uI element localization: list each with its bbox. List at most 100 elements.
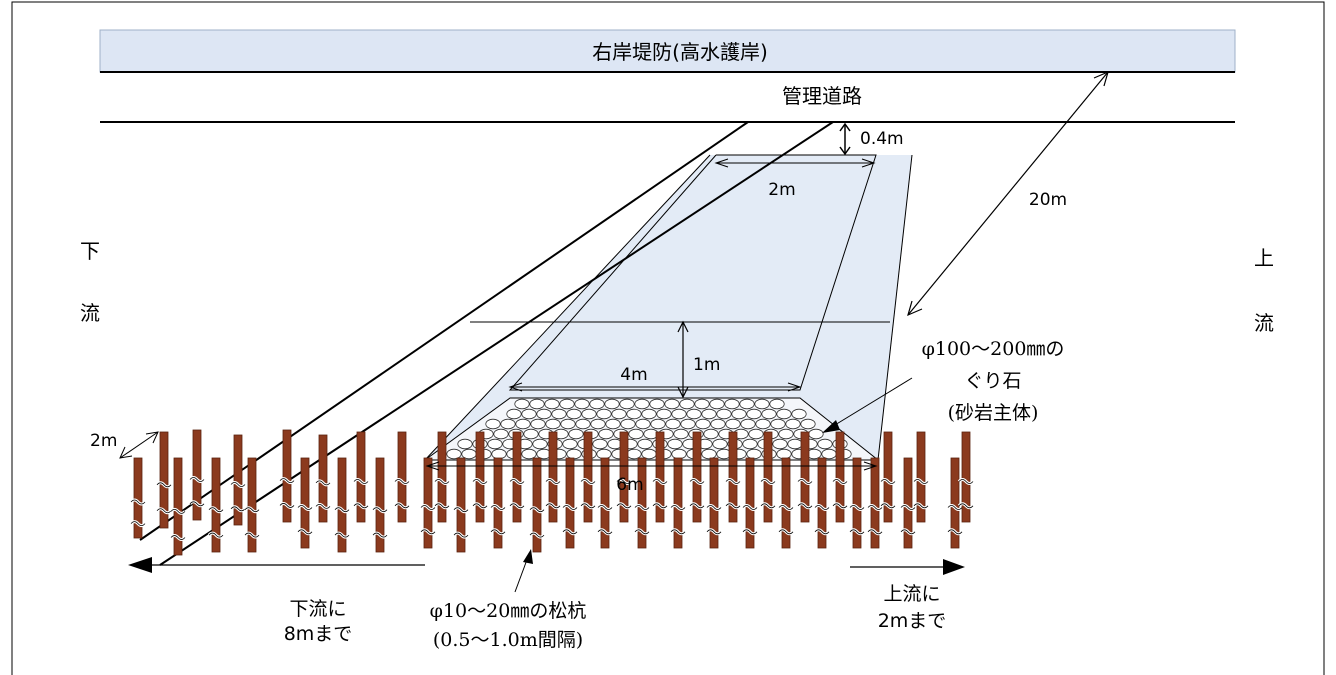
pile-break-outline: [814, 529, 830, 535]
downstream-extent-2: 8mまで: [284, 623, 353, 645]
pile-break-outline: [230, 506, 246, 512]
dim-top-clearance-label: 0.4m: [860, 129, 904, 149]
cobble-stone: [776, 408, 792, 420]
pine-pile: [356, 431, 366, 523]
pile-break-outline: [867, 505, 883, 510]
pile-break-outline: [616, 479, 632, 484]
pile-break-outline: [913, 479, 929, 484]
pile-break-outline: [832, 503, 848, 509]
dim-length-label: 20m: [1029, 190, 1067, 210]
pile-break-outline: [230, 482, 246, 487]
dim-top-clearance-head-bottom: [839, 146, 851, 156]
pile-break-outline: [597, 505, 613, 510]
road-label: 管理道路: [782, 84, 862, 108]
pile-break-outline: [562, 529, 578, 535]
pile-break-outline: [742, 505, 758, 510]
cobble-stone: [695, 418, 711, 430]
cobble-stone: [703, 428, 719, 440]
cobble-stone: [637, 438, 653, 450]
pile-break-outline: [434, 503, 450, 509]
cobble-stone: [521, 408, 537, 420]
cobble-stone: [523, 428, 539, 440]
cobble-stone: [821, 448, 837, 460]
pine-pile: [397, 431, 407, 523]
cobble-stone: [665, 418, 681, 430]
dim-height-head-bottom: [677, 386, 689, 399]
pile-break-outline: [279, 503, 295, 508]
frame-border: [11, 1, 1325, 675]
cobble-stone: [686, 408, 702, 420]
pine-pile: [211, 457, 221, 553]
pile-break-outline: [670, 505, 686, 510]
downstream-label-1: 下: [80, 239, 100, 263]
pile-break-outline: [297, 529, 313, 535]
pine-pile: [548, 431, 558, 523]
pile-break-outline: [689, 503, 705, 509]
cobble-stone: [598, 428, 614, 440]
pile-break-outline: [490, 529, 506, 535]
pile-break-outline: [208, 532, 224, 538]
cobble-stone: [529, 398, 545, 410]
cobble-stone: [817, 438, 833, 450]
cobble-stone: [770, 418, 786, 430]
pile-break-outline: [545, 479, 561, 484]
pile-break-outline: [394, 479, 410, 484]
pile-break-outline: [867, 529, 883, 535]
dim-height-label: 1m: [693, 355, 720, 375]
pile-break-outline: [434, 479, 450, 484]
pile-break-outline: [634, 505, 650, 510]
pile-break-outline: [742, 529, 758, 535]
cobble-stone: [596, 408, 612, 420]
pine-pile: [692, 431, 702, 523]
pile-break-outline: [797, 479, 813, 484]
groyne-right-edge: [877, 154, 913, 461]
pile-break-outline: [597, 529, 613, 535]
pile-break-outline: [353, 479, 369, 484]
cobble-stone: [709, 398, 725, 410]
downstream-extent-arrowhead: [128, 557, 152, 573]
pile-break-outline: [900, 529, 916, 535]
pine-pile: [247, 457, 257, 553]
cobble-stone: [568, 428, 584, 440]
pine-pile: [282, 429, 292, 523]
pile-break-outline: [760, 503, 776, 509]
pile-break-outline: [472, 503, 488, 509]
pine-pile: [835, 431, 845, 523]
pile-break-outline: [189, 501, 205, 507]
cobble-stone: [748, 428, 764, 440]
upstream-extent-2: 2mまで: [878, 610, 947, 632]
pile-break-outline: [334, 532, 350, 538]
cobble-stone: [544, 398, 560, 410]
pile-break-outline: [958, 479, 974, 484]
cobble-stone: [514, 398, 530, 410]
pine-pile: [133, 457, 143, 539]
stone-note-3: (砂岩主体): [948, 402, 1039, 424]
pine-pile: [870, 457, 880, 549]
dim-height-head-top: [677, 320, 689, 333]
pine-pile: [423, 457, 433, 549]
pile-break-outline: [814, 505, 830, 510]
cobble-stone: [808, 428, 824, 440]
pile-break-outline: [778, 505, 794, 510]
pine-pile: [728, 431, 738, 523]
pile-note-1: φ10～20㎜の松杭: [430, 600, 587, 622]
cobble-stone: [611, 408, 627, 420]
cobble-stone: [596, 448, 612, 460]
stone-note-2: ぐり石: [964, 370, 1021, 392]
dim-top-width-head-left: [714, 158, 729, 168]
cobble-stone: [641, 408, 657, 420]
pile-break-outline: [880, 503, 896, 509]
cobble-stone: [604, 398, 620, 410]
pile-break-outline: [420, 505, 436, 510]
pile-break-outline: [562, 505, 578, 510]
pile-break-outline: [580, 479, 596, 484]
cobble-stone: [673, 428, 689, 440]
stone-note-leader: [829, 377, 913, 429]
cobble-stone: [521, 448, 537, 460]
cobble-stone: [592, 438, 608, 450]
cobble-stone: [493, 428, 509, 440]
groyne-crest-outline: [508, 154, 877, 391]
pile-break-outline: [130, 521, 146, 526]
cobble-stone: [628, 428, 644, 440]
